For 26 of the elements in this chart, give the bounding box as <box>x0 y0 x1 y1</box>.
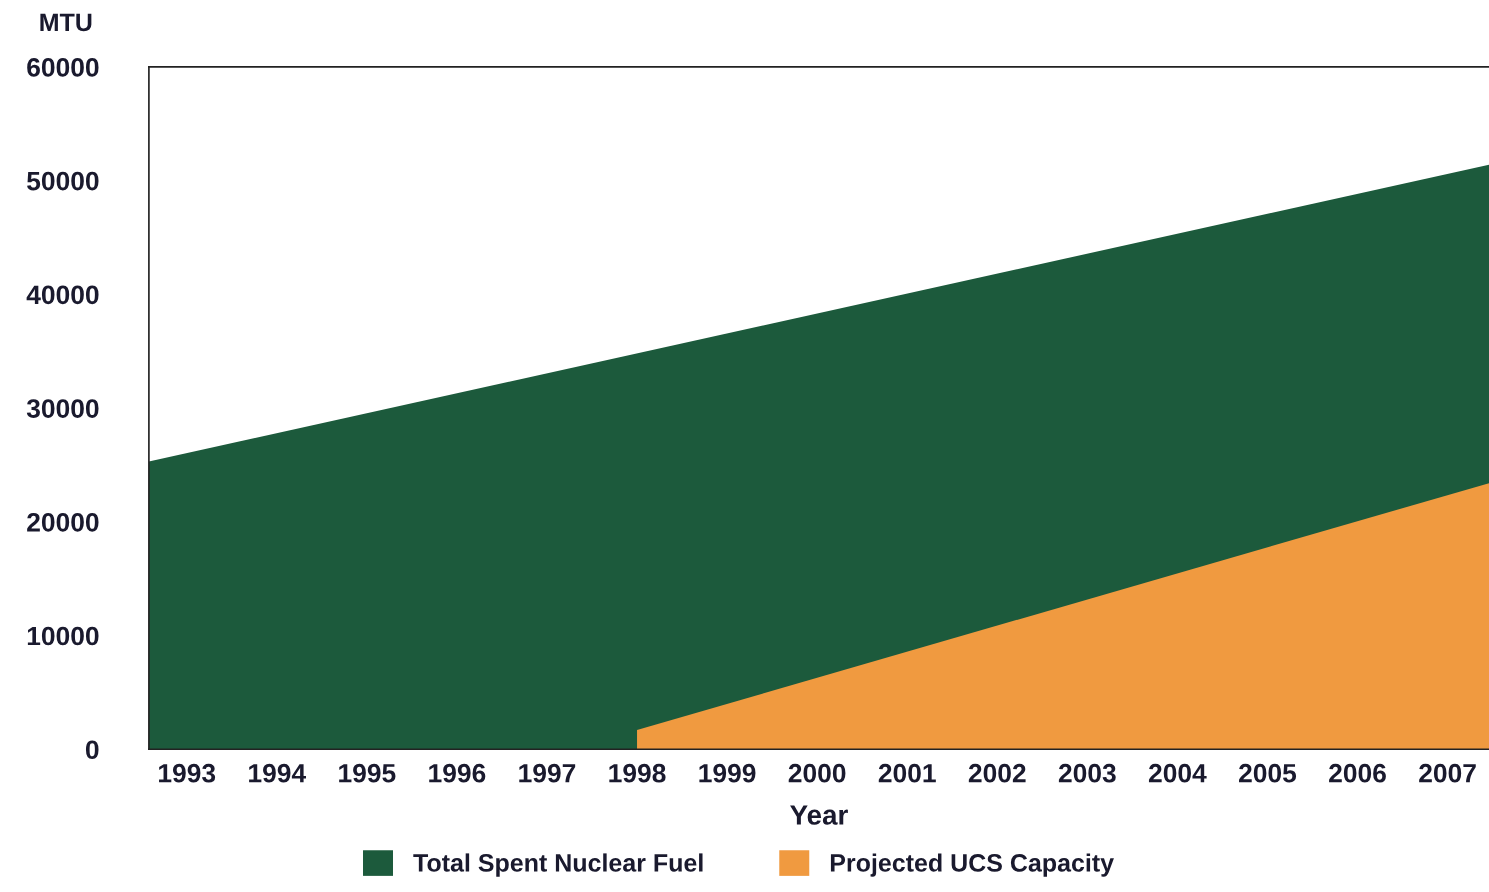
y-tick-label: 10000 <box>27 626 99 646</box>
legend-label: Projected UCS Capacity <box>830 853 1114 877</box>
x-tick-label: 2001 <box>878 763 936 783</box>
y-tick-label: 50000 <box>27 171 99 191</box>
x-tick-label: 2004 <box>1148 763 1207 783</box>
x-tick-label: 2006 <box>1329 763 1386 783</box>
x-tick-label: 1998 <box>609 763 666 783</box>
x-tick-label: 2005 <box>1239 763 1297 783</box>
x-tick-label: 2000 <box>788 763 846 783</box>
x-tick-label: 2002 <box>968 763 1026 783</box>
y-tick-label: 30000 <box>26 399 99 418</box>
x-tick-label: 2003 <box>1058 763 1116 783</box>
x-tick-label: 1997 <box>519 763 576 783</box>
x-tick-label: 1999 <box>699 763 756 783</box>
x-tick-label: 1994 <box>249 763 306 783</box>
x-tick-label: 1995 <box>339 763 396 783</box>
y-tick-label: 20000 <box>27 512 99 532</box>
x-axis-title: Year <box>790 805 848 825</box>
y-tick-label: 40000 <box>26 285 99 305</box>
x-tick-label: 1996 <box>429 763 486 783</box>
y-tick-label: 60000 <box>27 58 99 77</box>
x-tick-label: 2007 <box>1419 763 1476 783</box>
x-tick-label: 1993 <box>159 763 216 783</box>
y-tick-label: 0 <box>85 740 99 760</box>
y-axis-title: MTU <box>40 13 92 32</box>
legend-label: Total Spent Nuclear Fuel <box>413 853 703 877</box>
